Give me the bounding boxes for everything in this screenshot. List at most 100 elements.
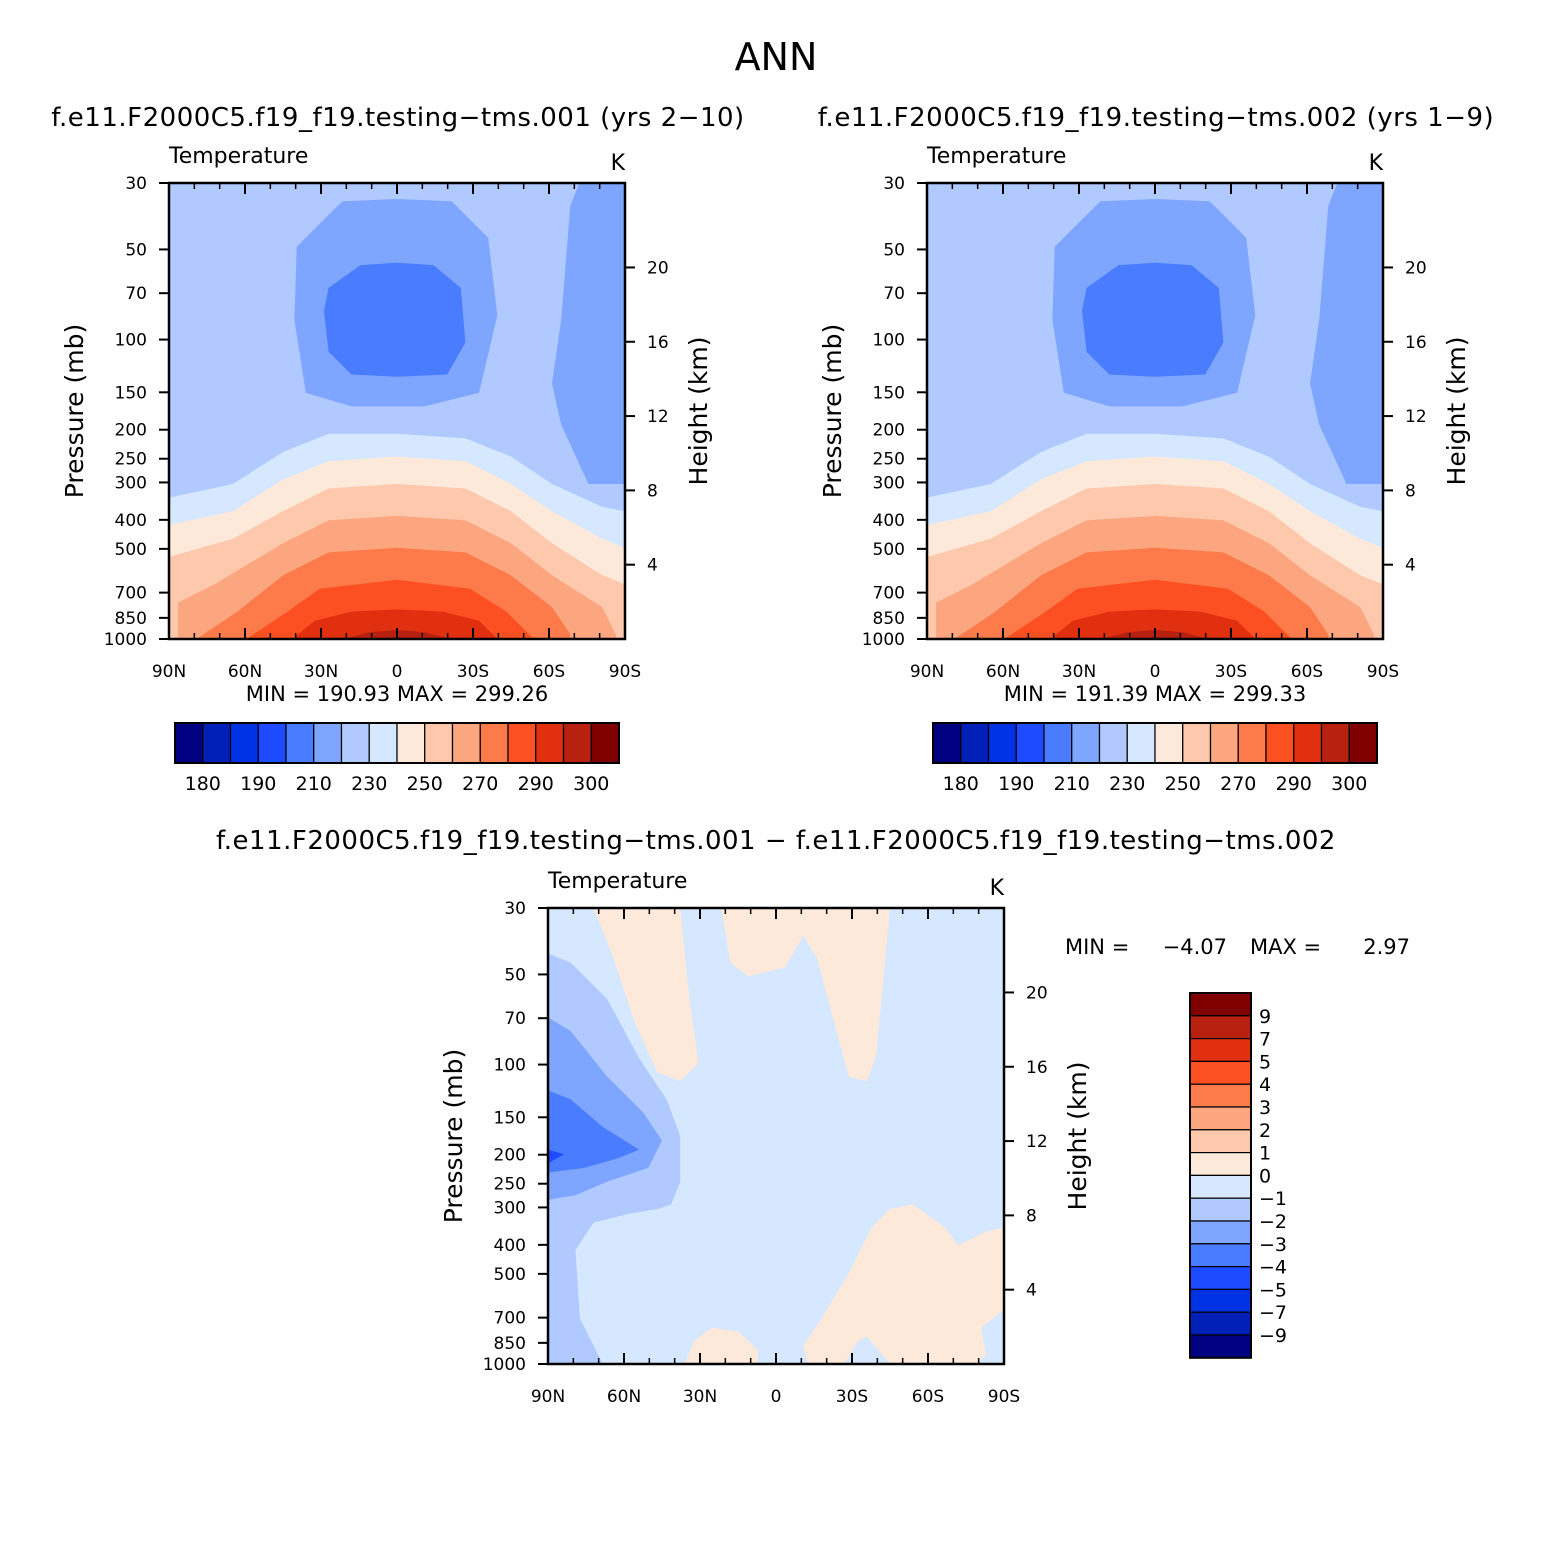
main-title: ANN — [735, 35, 818, 79]
y-tick-label: 150 — [115, 383, 147, 403]
colorbar-swatch — [1189, 1015, 1252, 1040]
colorbar-swatch — [1189, 992, 1252, 1017]
y-tick-label: 400 — [494, 1236, 526, 1256]
colorbar-swatch — [1237, 722, 1267, 764]
colorbar-label: 270 — [462, 773, 498, 795]
colorbar-frame — [174, 722, 620, 764]
min-max-label: MIN = 190.93 MAX = 299.26 — [246, 682, 548, 706]
y-tick-label: 100 — [873, 331, 905, 351]
colorbar-swatch — [535, 722, 565, 764]
colorbar-label: 210 — [296, 773, 332, 795]
y-right-tick-label: 12 — [647, 407, 669, 427]
y-axis-label: Pressure (mb) — [439, 1049, 468, 1223]
colorbar-label: 9 — [1259, 1006, 1271, 1028]
contour-fill — [721, 908, 890, 1082]
y-tick-label: 30 — [125, 174, 147, 194]
contour-fill — [548, 1149, 564, 1164]
colorbar-label: 2 — [1259, 1120, 1271, 1142]
colorbar-swatch — [1126, 722, 1156, 764]
y-tick-label: 300 — [494, 1198, 526, 1218]
contour-fill — [548, 1090, 640, 1173]
colorbar-label: 4 — [1259, 1074, 1271, 1096]
x-tick-label: 60N — [228, 662, 262, 682]
colorbar-swatch — [1189, 1106, 1252, 1131]
y-tick-label: 200 — [873, 421, 905, 441]
colorbar-swatch — [1189, 1151, 1252, 1176]
y-tick-label: 30 — [883, 174, 905, 194]
units-label: K — [990, 876, 1005, 901]
colorbar-swatch — [1189, 1083, 1252, 1108]
y-tick-label: 200 — [115, 421, 147, 441]
y-tick-label: 700 — [115, 584, 147, 604]
x-tick-label: 30N — [304, 662, 338, 682]
colorbar-label: 3 — [1259, 1097, 1271, 1119]
colorbar-swatch — [1189, 1129, 1252, 1154]
y-right-tick-label: 12 — [1026, 1132, 1048, 1152]
colorbar-swatch — [1043, 722, 1073, 764]
colorbar-swatch — [368, 722, 398, 764]
y-tick-label: 400 — [873, 511, 905, 531]
colorbar-label: 190 — [240, 773, 276, 795]
panel-title-diff: f.e11.F2000C5.f19_f19.testing−tms.001 − … — [216, 826, 1336, 856]
colorbar-label: −3 — [1259, 1234, 1287, 1256]
y-right-tick-label: 4 — [647, 556, 658, 576]
colorbar-swatch — [396, 722, 426, 764]
colorbar-label: −4 — [1259, 1257, 1287, 1279]
y-right-tick-label: 16 — [1405, 333, 1427, 353]
colorbar-label: −1 — [1259, 1188, 1287, 1210]
x-tick-label: 90S — [988, 1387, 1020, 1407]
x-tick-label: 60S — [912, 1387, 944, 1407]
variable-label: Temperature — [547, 869, 687, 894]
y-tick-label: 30 — [504, 899, 526, 919]
colorbar-label: 190 — [998, 773, 1034, 795]
colorbar-swatch — [229, 722, 259, 764]
y-tick-label: 300 — [873, 473, 905, 493]
y-axis-label: Pressure (mb) — [60, 324, 89, 498]
colorbar-swatch — [1189, 1174, 1252, 1199]
y-tick-label: 500 — [115, 540, 147, 560]
y-tick-label: 50 — [883, 240, 905, 260]
contour-fill — [1082, 262, 1224, 377]
y-right-tick-label: 4 — [1405, 556, 1416, 576]
colorbar-label: 290 — [1276, 773, 1312, 795]
y-tick-label: 300 — [115, 473, 147, 493]
y-tick-label: 500 — [494, 1265, 526, 1285]
colorbar-swatch — [340, 722, 370, 764]
colorbar-swatch — [285, 722, 315, 764]
colorbar-swatch — [1189, 1197, 1252, 1222]
y-right-tick-label: 8 — [1405, 481, 1416, 501]
x-tick-label: 30N — [1062, 662, 1096, 682]
y-tick-label: 700 — [873, 584, 905, 604]
contour-fill — [1050, 609, 1256, 639]
colorbar-label: 250 — [1165, 773, 1201, 795]
contour-fill — [803, 1204, 1004, 1364]
y-right-tick-label: 16 — [1026, 1058, 1048, 1078]
colorbar-swatch — [424, 722, 454, 764]
y-tick-label: 200 — [494, 1146, 526, 1166]
colorbar-swatch — [1189, 1265, 1252, 1290]
contour-fill — [292, 609, 498, 639]
units-label: K — [611, 151, 626, 176]
colorbar-swatch — [987, 722, 1017, 764]
colorbar-label: 230 — [351, 773, 387, 795]
colorbar-label: −2 — [1259, 1211, 1287, 1233]
y-right-tick-label: 12 — [1405, 407, 1427, 427]
y-tick-label: 850 — [873, 609, 905, 629]
colorbar-swatch — [960, 722, 990, 764]
x-tick-label: 30N — [683, 1387, 717, 1407]
x-tick-label: 90S — [609, 662, 641, 682]
units-label: K — [1369, 151, 1384, 176]
contour-fill — [324, 262, 466, 377]
colorbar-swatch — [1182, 722, 1212, 764]
colorbar-swatch — [257, 722, 287, 764]
y-tick-label: 70 — [504, 1009, 526, 1029]
x-tick-label: 0 — [1150, 662, 1161, 682]
y-tick-label: 850 — [115, 609, 147, 629]
panel-case2: 90N 60N 30N 0 30S 60S 90S 30 50 70 100 150 200 250 300… — [818, 144, 1471, 795]
colorbar-label: −7 — [1259, 1302, 1287, 1324]
colorbar-label: 250 — [407, 773, 443, 795]
x-tick-label: 30S — [457, 662, 489, 682]
colorbar-swatch — [1209, 722, 1239, 764]
x-tick-label: 30S — [836, 1387, 868, 1407]
